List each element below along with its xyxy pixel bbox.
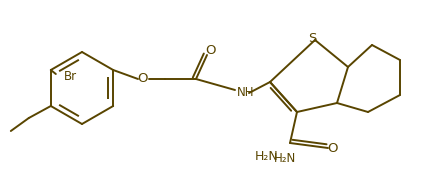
Text: O: O (138, 72, 148, 85)
Text: S: S (308, 32, 316, 44)
Text: O: O (328, 142, 338, 155)
Text: Br: Br (64, 69, 77, 82)
Text: H₂N: H₂N (274, 153, 296, 166)
Text: NH: NH (237, 85, 254, 98)
Text: O: O (205, 43, 215, 56)
Text: H₂N: H₂N (254, 151, 278, 164)
